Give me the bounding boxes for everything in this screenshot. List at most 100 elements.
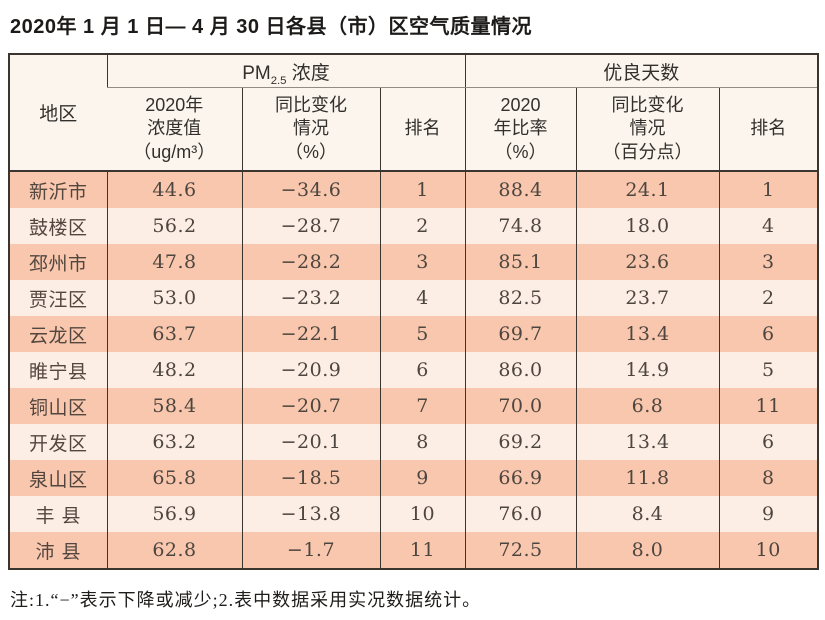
cell-pm-rank: 1 [379,171,465,208]
cell-pm-change: −20.1 [241,424,380,460]
cell-good-rate: 70.0 [464,388,576,424]
cell-pm-change: −23.2 [241,280,380,316]
cell-area: 鼓楼区 [28,216,88,239]
cell-pm-value: 47.8 [106,244,242,280]
cell-pm-change: −13.8 [241,496,380,532]
cell-good-change: 24.1 [575,171,719,208]
cell-pm-change: −1.7 [241,532,380,569]
table-row: 云龙区 63.7 −22.1 5 69.7 13.4 6 [9,316,818,352]
cell-area: 新沂市 [28,180,88,203]
table-row: 泉山区 65.8 −18.5 9 66.9 11.8 8 [9,460,818,496]
cell-good-change: 18.0 [575,208,719,244]
cell-pm-rank: 2 [379,208,465,244]
cell-good-rank: 5 [718,352,818,388]
cell-good-change: 14.9 [575,352,719,388]
cell-good-rank: 10 [718,532,818,569]
col-header-pm-change: 同比变化 情况 （%） [241,87,380,172]
cell-good-rate: 69.2 [464,424,576,460]
col-header-area: 地区 [9,54,107,172]
col-header-pm-rank: 排名 [379,87,465,172]
cell-pm-rank: 3 [379,244,465,280]
cell-good-change: 8.4 [575,496,719,532]
cell-pm-rank: 7 [379,388,465,424]
table-row: 开发区 63.2 −20.1 8 69.2 13.4 6 [9,424,818,460]
cell-pm-rank: 9 [379,460,465,496]
cell-pm-change: −22.1 [241,316,380,352]
cell-pm-value: 65.8 [106,460,242,496]
cell-good-rate: 88.4 [464,171,576,208]
cell-area: 贾汪区 [28,288,88,311]
cell-good-rank: 6 [718,316,818,352]
col-header-good-change: 同比变化 情况 （百分点） [575,87,719,172]
col-group-good-days: 优良天数 [464,54,818,88]
cell-area: 铜山区 [28,396,88,419]
table-row: 睢宁县 48.2 −20.9 6 86.0 14.9 5 [9,352,818,388]
cell-pm-change: −20.9 [241,352,380,388]
col-header-pm-value: 2020年 浓度值 （ug/m³） [107,87,242,172]
cell-good-rank: 2 [718,280,818,316]
cell-good-rate: 72.5 [464,532,576,569]
cell-pm-rank: 11 [379,532,465,569]
table-row: 鼓楼区 56.2 −28.7 2 74.8 18.0 4 [9,208,818,244]
cell-area: 云龙区 [28,324,88,347]
cell-good-rate: 74.8 [464,208,576,244]
cell-area: 丰 县 [35,504,82,527]
page-title: 2020年 1 月 1 日— 4 月 30 日各县（市）区空气质量情况 [10,16,533,38]
cell-good-rank: 1 [718,171,818,208]
cell-pm-rank: 5 [379,316,465,352]
cell-pm-rank: 10 [379,496,465,532]
table-row: 沛 县 62.8 −1.7 11 72.5 8.0 10 [9,532,818,569]
cell-good-change: 13.4 [575,316,719,352]
cell-pm-value: 56.2 [106,208,242,244]
cell-pm-value: 58.4 [106,388,242,424]
table-row: 丰 县 56.9 −13.8 10 76.0 8.4 9 [9,496,818,532]
cell-good-change: 8.0 [575,532,719,569]
cell-good-rate: 85.1 [464,244,576,280]
sub-header-row: 2020年 浓度值 （ug/m³） 同比变化 情况 （%） 排名 2020 年比… [9,87,818,172]
cell-pm-value: 48.2 [106,352,242,388]
table-row: 铜山区 58.4 −20.7 7 70.0 6.8 11 [9,388,818,424]
cell-area: 沛 县 [35,540,82,563]
cell-pm-change: −34.6 [241,171,380,208]
pm25-label-prefix: PM [242,62,271,84]
cell-good-rate: 66.9 [464,460,576,496]
cell-pm-rank: 4 [379,280,465,316]
cell-pm-change: −20.7 [241,388,380,424]
cell-pm-rank: 6 [379,352,465,388]
cell-area: 睢宁县 [28,360,88,383]
cell-pm-value: 62.8 [106,532,242,569]
cell-good-change: 23.6 [575,244,719,280]
cell-area: 开发区 [28,432,88,455]
pm25-label-suffix: 浓度 [286,62,330,84]
cell-good-rank: 11 [718,388,818,424]
cell-pm-value: 44.6 [106,171,242,208]
cell-good-change: 11.8 [575,460,719,496]
cell-good-rate: 82.5 [464,280,576,316]
cell-good-change: 13.4 [575,424,719,460]
cell-good-rank: 3 [718,244,818,280]
cell-pm-value: 63.7 [106,316,242,352]
cell-good-rank: 8 [718,460,818,496]
pm25-subscript: 2.5 [270,74,287,87]
footnote: 注:1.“−”表示下降或减少;2.表中数据采用实况数据统计。 [10,590,482,610]
col-header-good-rank: 排名 [718,87,818,172]
cell-area: 泉山区 [28,468,88,491]
air-quality-table: 地区 PM2.5 浓度 优良天数 2020年 浓度值 （ug/m³） 同比变化 … [8,53,819,570]
col-group-pm25: PM2.5 浓度 [106,54,465,88]
table-header: 地区 PM2.5 浓度 优良天数 2020年 浓度值 （ug/m³） 同比变化 … [9,54,818,172]
col-header-good-rate: 2020 年比率 （%） [464,87,576,172]
table-row: 贾汪区 53.0 −23.2 4 82.5 23.7 2 [9,280,818,316]
cell-pm-change: −28.7 [241,208,380,244]
cell-pm-value: 63.2 [106,424,242,460]
cell-good-rank: 6 [718,424,818,460]
cell-pm-value: 53.0 [106,280,242,316]
group-header-row: 地区 PM2.5 浓度 优良天数 [9,54,818,172]
cell-good-rank: 4 [718,208,818,244]
cell-good-rank: 9 [718,496,818,532]
table-row: 新沂市 44.6 −34.6 1 88.4 24.1 1 [9,171,818,208]
cell-pm-change: −28.2 [241,244,380,280]
cell-good-change: 6.8 [575,388,719,424]
cell-pm-change: −18.5 [241,460,380,496]
table-body: 新沂市 44.6 −34.6 1 88.4 24.1 1 鼓楼区 56.2 −2… [9,171,818,569]
